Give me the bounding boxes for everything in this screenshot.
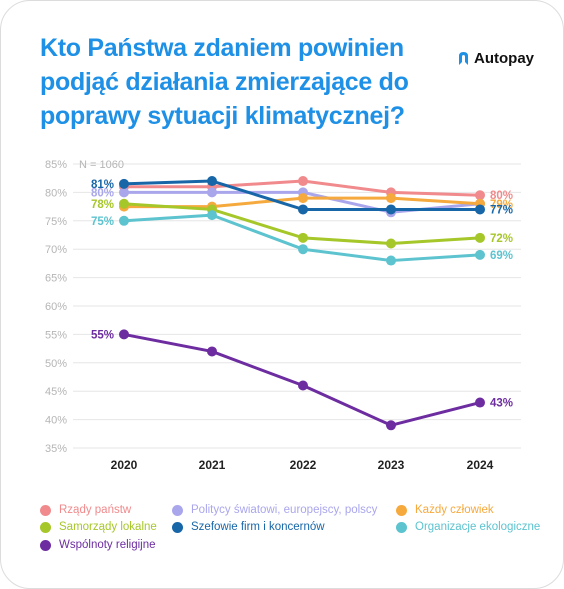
start-value-label: 80% — [91, 187, 114, 199]
y-tick-label: 75% — [45, 216, 67, 228]
data-point — [386, 238, 396, 249]
y-tick-label: 40% — [45, 415, 67, 427]
x-tick-label: 2020 — [111, 458, 138, 472]
data-point — [119, 215, 129, 226]
brand-logo: Autopay — [458, 48, 534, 68]
series-5 — [119, 210, 485, 266]
sample-size-note: N = 1060 — [79, 159, 124, 171]
data-point — [119, 178, 129, 189]
data-point — [386, 193, 396, 204]
data-point — [475, 190, 485, 201]
data-point — [475, 397, 485, 408]
data-point — [298, 380, 308, 391]
end-value-label: 72% — [490, 233, 513, 245]
y-tick-label: 45% — [45, 386, 67, 398]
data-point — [119, 329, 129, 340]
start-value-label: 75% — [91, 216, 114, 228]
x-axis: 2020 2021 2022 2023 2024 — [111, 458, 494, 472]
y-axis: 35% 40% 45% 50% 55% 60% 65% 70% 75% 80% 85% — [45, 159, 67, 455]
end-value-label: 69% — [490, 250, 513, 262]
start-value-label: 78% — [91, 199, 114, 211]
data-labels: 80%80%79%78%72%81%77%75%69%55%43% — [91, 179, 513, 410]
x-tick-label: 2021 — [199, 458, 226, 472]
y-tick-label: 80% — [45, 187, 67, 199]
data-point — [475, 232, 485, 243]
brand-name: Autopay — [474, 49, 534, 67]
data-point — [475, 249, 485, 260]
series-group — [119, 176, 485, 431]
series-3 — [119, 198, 485, 249]
data-point — [298, 232, 308, 243]
data-point — [119, 187, 129, 198]
start-value-label: 81% — [91, 179, 114, 191]
data-point — [298, 176, 308, 187]
data-point — [298, 244, 308, 255]
y-tick-label: 70% — [45, 244, 67, 256]
end-value-label: 80% — [490, 190, 513, 202]
data-point — [386, 255, 396, 266]
data-point — [298, 193, 308, 204]
data-point — [386, 204, 396, 215]
autopay-logo-icon — [459, 51, 468, 65]
end-value-label: 43% — [490, 398, 513, 410]
data-point — [207, 210, 217, 221]
data-point — [119, 198, 129, 209]
y-tick-label: 85% — [45, 159, 67, 171]
grid — [73, 163, 521, 449]
chart-title: Kto Państwa zdaniem powinien podjąć dzia… — [40, 34, 409, 130]
y-tick-label: 50% — [45, 358, 67, 370]
series-line — [122, 332, 482, 427]
y-tick-label: 60% — [45, 301, 67, 313]
start-value-label: 55% — [91, 329, 114, 341]
x-tick-label: 2023 — [378, 458, 405, 472]
end-value-label: 79% — [490, 199, 513, 211]
data-point — [207, 176, 217, 187]
series-4 — [119, 176, 485, 215]
data-point — [386, 420, 396, 431]
data-point — [207, 346, 217, 357]
y-tick-label: 65% — [45, 273, 67, 285]
y-tick-label: 35% — [45, 443, 67, 455]
data-point — [207, 187, 217, 198]
x-tick-label: 2022 — [290, 458, 317, 472]
data-point — [475, 204, 485, 215]
y-tick-label: 55% — [45, 329, 67, 341]
end-value-label: 77% — [490, 204, 513, 216]
data-point — [298, 204, 308, 215]
series-6 — [119, 329, 485, 431]
x-tick-label: 2024 — [467, 458, 494, 472]
